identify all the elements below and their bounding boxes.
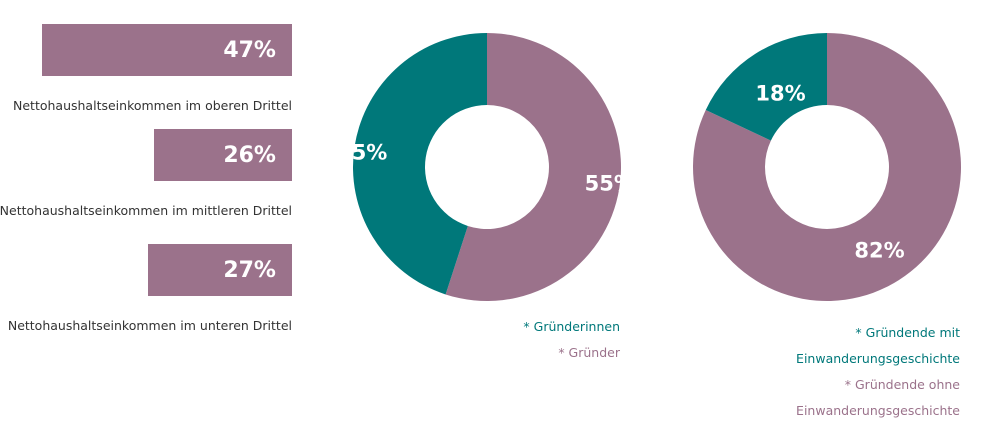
bar-value-label: 26% [223,142,276,168]
bar-3: 27% [148,244,292,296]
bar-category-label: Nettohaushaltseinkommen im unteren Dritt… [7,318,292,333]
donut-value-label: 82% [854,239,904,263]
legend-item-gruenderinnen: * Gründerinnen [523,319,620,334]
migration-donut-chart: 82% 18% [693,33,961,301]
income-bar-chart: 47% Nettohaushaltseinkommen im oberen Dri… [0,0,310,442]
bar-1: 47% [41,24,292,76]
legend-item-ohne-line2: Einwanderungsgeschichte [796,403,960,418]
donut-slice-1 [705,33,827,141]
bar-2: 26% [153,129,292,181]
bar-value-label: 27% [223,257,276,283]
donut-slice-2 [445,33,621,302]
gender-donut-chart: 55% 45% [340,33,635,302]
bar-category-label: Nettohaushaltseinkommen im mittleren Dri… [0,203,292,218]
bar-value-label: 47% [223,37,276,63]
gender-legend: * Gründerinnen * Gründer [523,314,620,366]
legend-item-mit-line1: * Gründende mit [855,325,960,340]
donut-value-label: 45% [340,141,387,165]
bar-category-label: Nettohaushaltseinkommen im oberen Dritte… [13,98,292,113]
donut-slice-1 [353,33,487,295]
legend-item-ohne-line1: * Gründende ohne [844,377,960,392]
legend-item-mit-line2: Einwanderungsgeschichte [796,351,960,366]
donut-value-label: 18% [755,81,805,105]
migration-legend: * Gründende mit Einwanderungsgeschichte … [796,320,960,424]
donut-value-label: 55% [585,171,635,195]
legend-item-gruender: * Gründer [558,345,620,360]
donut-slice-2 [693,33,961,301]
